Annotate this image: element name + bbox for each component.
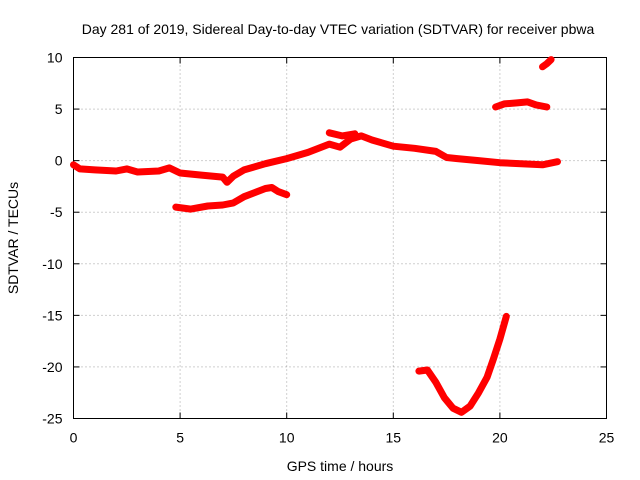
y-tick-label: -5 — [50, 204, 63, 220]
series-arc-3 — [415, 312, 510, 416]
y-axis-label: SDTVAR / TECUs — [5, 182, 21, 294]
x-tick-label: 15 — [386, 430, 402, 446]
series-arc-2 — [172, 184, 291, 213]
x-axis-label: GPS time / hours — [287, 458, 394, 474]
grid — [73, 57, 607, 419]
plot-frame — [73, 57, 607, 419]
y-tick-label: 0 — [55, 153, 63, 169]
series-arc-4 — [492, 98, 551, 111]
y-tick-label: -10 — [42, 256, 62, 272]
x-tick-label: 25 — [599, 430, 615, 446]
x-tick-label: 10 — [279, 430, 295, 446]
data-series — [70, 56, 561, 416]
y-tick-label: -25 — [42, 411, 62, 427]
x-tick-label: 0 — [70, 430, 78, 446]
y-tick-label: -15 — [42, 307, 62, 323]
y-tick-label: 5 — [55, 101, 63, 117]
series-arc-1 — [70, 132, 561, 186]
y-tick-label: -20 — [42, 359, 62, 375]
chart-title: Day 281 of 2019, Sidereal Day-to-day VTE… — [82, 21, 595, 37]
axis-ticks: 0 5 10 15 20 25 -25 -20 -15 -10 -5 0 5 10 — [42, 50, 614, 446]
x-tick-label: 5 — [176, 430, 184, 446]
x-tick-label: 20 — [492, 430, 508, 446]
y-tick-label: 10 — [47, 50, 63, 66]
series-arc-5 — [539, 56, 555, 71]
series-arc-6 — [325, 129, 359, 140]
